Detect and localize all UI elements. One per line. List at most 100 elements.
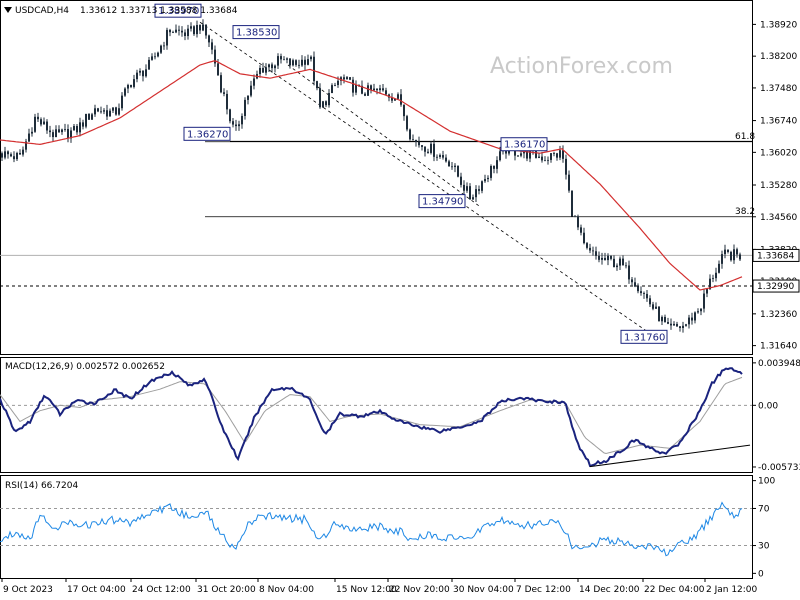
candle-body <box>706 289 708 294</box>
time-tick-label: 30 Nov 04:00 <box>453 585 514 595</box>
candle-body <box>679 326 681 328</box>
candle-body <box>628 265 630 280</box>
candle-body <box>343 77 345 80</box>
candle-body <box>460 176 462 185</box>
rsi-line <box>0 501 743 557</box>
candle-body <box>106 110 108 117</box>
candle-body <box>604 257 606 261</box>
candle-body <box>418 141 420 146</box>
macd-lines: 0.003948 0.00 -0.005733 <box>0 359 800 473</box>
candle-body <box>412 139 414 141</box>
candle-body <box>514 147 516 156</box>
candle-body <box>208 35 210 43</box>
price-panel-border <box>0 0 753 355</box>
candle-body <box>85 113 87 127</box>
candle-body <box>721 254 723 264</box>
candle-body <box>64 129 66 130</box>
candle-body <box>712 278 714 279</box>
candle-body <box>481 181 483 191</box>
candle-body <box>535 149 537 158</box>
candle-body <box>43 121 45 125</box>
candle-body <box>370 85 372 91</box>
price-tick-label: 1.37480 <box>760 84 797 94</box>
time-tick-label: 22 Dec 04:00 <box>644 585 705 595</box>
candle-body <box>415 139 417 142</box>
candle-body <box>487 177 489 180</box>
candle-body <box>469 186 471 200</box>
candle-body <box>394 98 396 101</box>
candle-body <box>31 131 33 134</box>
candle-body <box>379 88 381 91</box>
candle-body <box>133 79 135 87</box>
candle-body <box>49 130 51 133</box>
candle-body <box>622 258 624 266</box>
candle-body <box>400 94 402 105</box>
candle-body <box>280 56 282 60</box>
candle-body <box>556 153 558 158</box>
candle-body <box>118 108 120 115</box>
candle-body <box>307 59 309 65</box>
candle-body <box>313 56 315 82</box>
candle-body <box>430 143 432 153</box>
candle-body <box>211 42 213 50</box>
price-levels: 61.8 38.2 1.33684 1.32990 <box>0 21 800 341</box>
candle-body <box>268 64 270 68</box>
fib-level-label: 38.2 <box>735 207 755 217</box>
time-tick-label: 8 Nov 04:00 <box>259 585 314 595</box>
candle-body <box>646 293 648 299</box>
candle-body <box>736 249 738 255</box>
candle-body <box>550 153 552 160</box>
candle-body <box>385 90 387 95</box>
candle-body <box>196 25 198 35</box>
candle-body <box>25 141 27 150</box>
price-tick-label: 1.36020 <box>760 148 797 158</box>
price-tick-label: 1.35280 <box>760 181 797 191</box>
rsi-tick-label: 100 <box>758 477 775 487</box>
candle-body <box>130 85 132 87</box>
candle-body <box>364 93 366 96</box>
candle-body <box>97 108 99 112</box>
price-annotation-box <box>232 25 280 40</box>
candle-body <box>700 308 702 312</box>
candle-body <box>46 121 48 131</box>
candle-body <box>55 129 57 138</box>
candle-body <box>88 113 90 120</box>
candle-body <box>139 70 141 73</box>
candle-body <box>271 64 273 69</box>
candle-body <box>331 85 333 94</box>
candle-body <box>664 316 666 323</box>
rsi-lines: 100 70 30 0 <box>0 477 775 579</box>
candle-body <box>466 186 468 191</box>
candle-body <box>544 160 546 162</box>
candle-body <box>607 255 609 261</box>
candle-body <box>226 93 228 110</box>
price-annotation-box <box>154 3 202 18</box>
candle-body <box>682 325 684 328</box>
candle-body <box>109 110 111 117</box>
candle-body <box>565 158 567 175</box>
candle-body <box>274 65 276 69</box>
candle-body <box>241 115 243 125</box>
rsi-panel-border <box>0 475 753 579</box>
time-tick-label: 14 Dec 20:00 <box>579 585 640 595</box>
candle-body <box>136 72 138 80</box>
candle-body <box>688 317 690 325</box>
candle-body <box>19 152 21 155</box>
candle-body <box>52 132 54 138</box>
candle-body <box>526 149 528 159</box>
candle-body <box>178 29 180 31</box>
macd-main-line <box>0 367 743 468</box>
candle-body <box>355 84 357 93</box>
candle-body <box>655 306 657 309</box>
candle-body <box>649 298 651 305</box>
moving-average-line <box>0 60 743 291</box>
candle-body <box>547 159 549 161</box>
candle-body <box>217 63 219 76</box>
price-annotation-box <box>620 329 668 344</box>
macd-tick-label: 0.003948 <box>758 359 800 369</box>
candle-body <box>454 165 456 168</box>
candle-body <box>484 179 486 182</box>
candle-body <box>574 216 576 218</box>
candle-body <box>292 60 294 66</box>
